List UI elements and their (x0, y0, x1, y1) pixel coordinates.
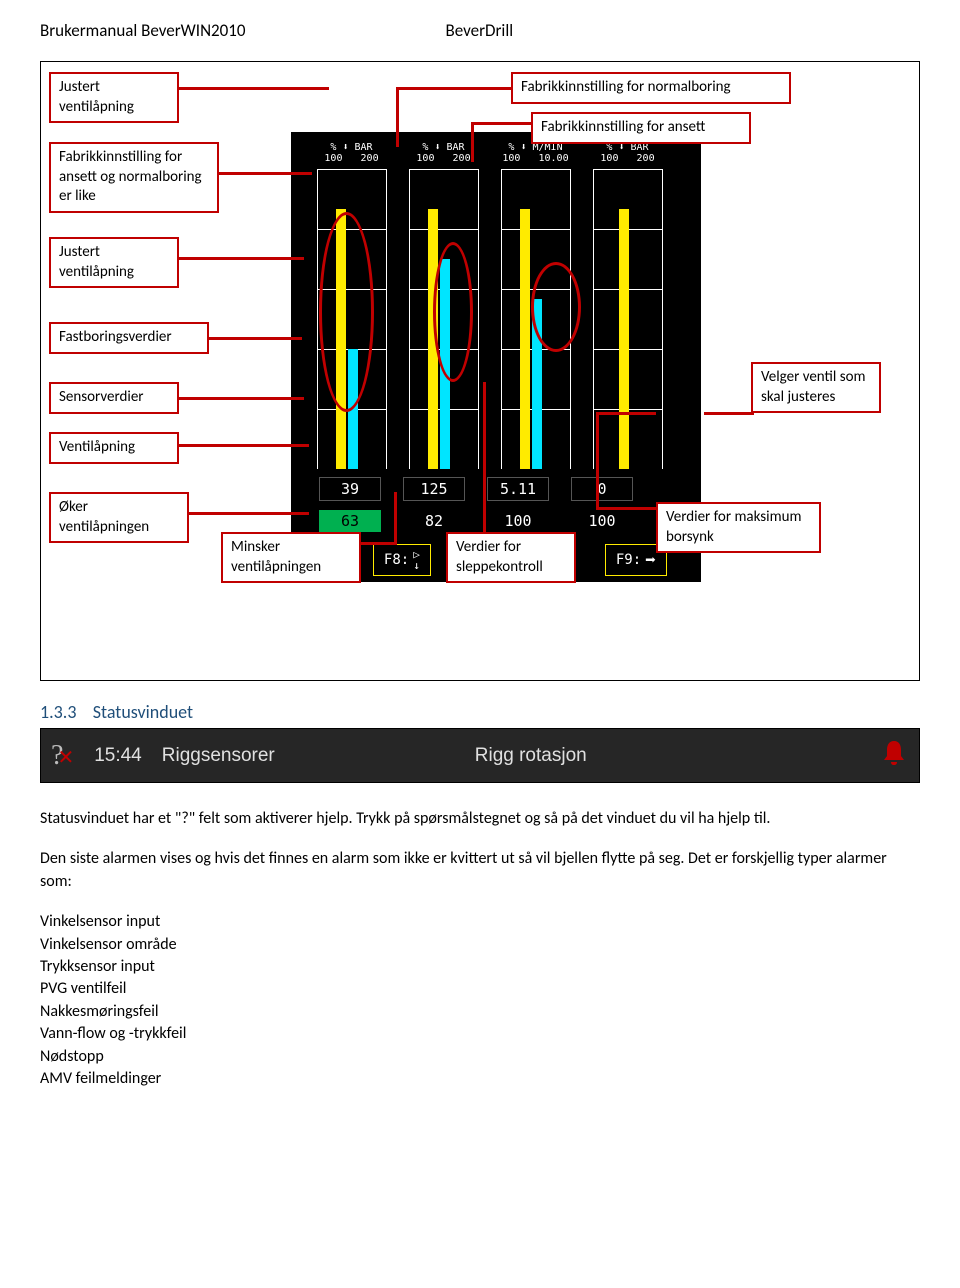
label-justert-1: Justert ventilåpning (49, 72, 179, 123)
connector (596, 507, 656, 510)
connector (704, 412, 754, 415)
label-sensorverdier: Sensorverdier (49, 382, 179, 414)
section-num: 1.3.3 (40, 701, 76, 723)
connector (396, 87, 399, 147)
status-time: 15:44 (94, 745, 142, 767)
alarm-type-item: Vinkelsensor område (40, 934, 920, 956)
label-fabrikk-normal: Fabrikkinnstilling for normalboring (511, 72, 791, 104)
alarm-type-item: Vann-flow og -trykkfeil (40, 1023, 920, 1045)
sensor-values-row: 39 125 5.11 0 (319, 477, 633, 501)
connector (189, 512, 309, 515)
label-verdier-maks: Verdier for maksimum borsynk (656, 502, 821, 553)
section-title: Statusvinduet (93, 701, 193, 723)
val: 82 (403, 510, 465, 532)
val-active: 63 (319, 510, 381, 532)
connector (396, 87, 511, 90)
connector (483, 382, 486, 532)
connector (361, 542, 396, 545)
connector (179, 257, 304, 260)
status-text-2: Rigg rotasjon (475, 745, 587, 767)
connector (219, 172, 312, 175)
label-justert-2: Justert ventilåpning (49, 237, 179, 288)
connector (394, 492, 397, 545)
header-right: BeverDrill (446, 20, 514, 41)
alarm-type-item: Nakkesmøringsfeil (40, 1001, 920, 1023)
val: 0 (571, 477, 633, 501)
label-verdier-sleppe: Verdier for sleppekontroll (446, 532, 576, 583)
status-text-1: Riggsensorer (162, 745, 275, 767)
connector (179, 444, 309, 447)
connector (596, 412, 656, 415)
alarm-type-list: Vinkelsensor inputVinkelsensor områdeTry… (40, 911, 920, 1090)
val: 39 (319, 477, 381, 501)
label-fabrikk-ansett: Fabrikkinnstilling for ansett (531, 112, 751, 144)
highlight-ellipse (433, 242, 473, 382)
connector (596, 412, 599, 507)
connector (471, 122, 474, 162)
label-fastboring: Fastboringsverdier (49, 322, 209, 354)
connector (179, 87, 329, 90)
section-heading: 1.3.3 Statusvinduet (40, 701, 920, 723)
highlight-ellipse (531, 262, 581, 352)
val: 125 (403, 477, 465, 501)
bell-icon[interactable] (879, 738, 909, 773)
paragraph-2: Den siste alarmen vises og hvis det finn… (40, 848, 920, 893)
label-velger: Velger ventil som skal justeres (751, 362, 881, 413)
label-minsker: Minsker ventilåpningen (221, 532, 361, 583)
help-icon[interactable]: ?✕ (51, 740, 74, 772)
alarm-type-item: AMV feilmeldinger (40, 1068, 920, 1090)
alarm-type-item: Nødstopp (40, 1046, 920, 1068)
label-oker: Øker ventilåpningen (49, 492, 189, 543)
alarm-type-item: Vinkelsensor input (40, 911, 920, 933)
f8-key[interactable]: F8:▷↓ (373, 544, 431, 576)
header-left: Brukermanual BeverWIN2010 (40, 20, 246, 41)
label-ventilapning: Ventilåpning (49, 432, 179, 464)
paragraph-1: Statusvinduet har et "?" felt som aktive… (40, 808, 920, 830)
valve-values-row: 63 82 100 100 (319, 510, 633, 532)
alarm-type-item: Trykksensor input (40, 956, 920, 978)
highlight-ellipse (319, 212, 374, 412)
val: 100 (487, 510, 549, 532)
connector (471, 122, 531, 125)
alarm-type-item: PVG ventilfeil (40, 978, 920, 1000)
page-header: Brukermanual BeverWIN2010 BeverDrill (40, 20, 920, 41)
val: 100 (571, 510, 633, 532)
connector (179, 397, 304, 400)
val: 5.11 (487, 477, 549, 501)
connector (209, 337, 302, 340)
label-fabrikk-like: Fabrikkinnstilling for ansett og normalb… (49, 142, 219, 213)
annotated-diagram: Justert ventilåpning Fabrikkinnstilling … (40, 61, 920, 681)
status-bar: ?✕ 15:44 Riggsensorer Rigg rotasjon (40, 728, 920, 783)
